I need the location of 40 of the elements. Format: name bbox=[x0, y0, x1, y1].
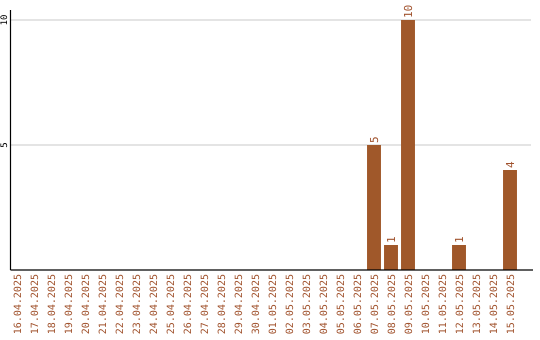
x-tick-label: 14.05.2025 bbox=[489, 274, 500, 334]
x-tick-label: 20.04.2025 bbox=[81, 274, 92, 334]
bar bbox=[384, 245, 398, 270]
x-tick-label: 06.05.2025 bbox=[353, 274, 364, 334]
bar bbox=[452, 245, 466, 270]
x-tick-label: 01.05.2025 bbox=[268, 274, 279, 334]
x-tick-label: 26.04.2025 bbox=[183, 274, 194, 334]
data-label: 5 bbox=[368, 136, 381, 143]
x-tick-label: 30.04.2025 bbox=[251, 274, 262, 334]
x-tick-label: 08.05.2025 bbox=[387, 274, 398, 334]
bar bbox=[503, 170, 517, 270]
x-tick-label: 03.05.2025 bbox=[302, 274, 313, 334]
x-tick-label: 24.04.2025 bbox=[149, 274, 160, 334]
x-tick-label: 09.05.2025 bbox=[404, 274, 415, 334]
x-tick-label: 27.04.2025 bbox=[200, 274, 211, 334]
x-tick-label: 22.04.2025 bbox=[115, 274, 126, 334]
data-label: 10 bbox=[402, 4, 415, 18]
data-label: 1 bbox=[453, 236, 466, 243]
x-tick-label: 16.04.2025 bbox=[13, 274, 24, 334]
x-tick-label: 25.04.2025 bbox=[166, 274, 177, 334]
data-label: 1 bbox=[385, 236, 398, 243]
x-tick-label: 19.04.2025 bbox=[64, 274, 75, 334]
x-tick-label: 18.04.2025 bbox=[47, 274, 58, 334]
x-tick-label: 05.05.2025 bbox=[336, 274, 347, 334]
bar bbox=[401, 20, 415, 270]
x-tick-label: 17.04.2025 bbox=[30, 274, 41, 334]
x-tick-label: 21.04.2025 bbox=[98, 274, 109, 334]
x-tick-label: 13.05.2025 bbox=[472, 274, 483, 334]
bar bbox=[367, 145, 381, 270]
x-tick-label: 02.05.2025 bbox=[285, 274, 296, 334]
x-tick-label: 10.05.2025 bbox=[421, 274, 432, 334]
x-tick-label: 15.05.2025 bbox=[506, 274, 517, 334]
x-tick-label: 29.04.2025 bbox=[234, 274, 245, 334]
x-tick-label: 12.05.2025 bbox=[455, 274, 466, 334]
x-tick-label: 07.05.2025 bbox=[370, 274, 381, 334]
x-tick-label: 23.04.2025 bbox=[132, 274, 143, 334]
data-label: 4 bbox=[504, 161, 517, 168]
x-tick-label: 28.04.2025 bbox=[217, 274, 228, 334]
x-tick-label: 11.05.2025 bbox=[438, 274, 449, 334]
x-tick-label: 04.05.2025 bbox=[319, 274, 330, 334]
